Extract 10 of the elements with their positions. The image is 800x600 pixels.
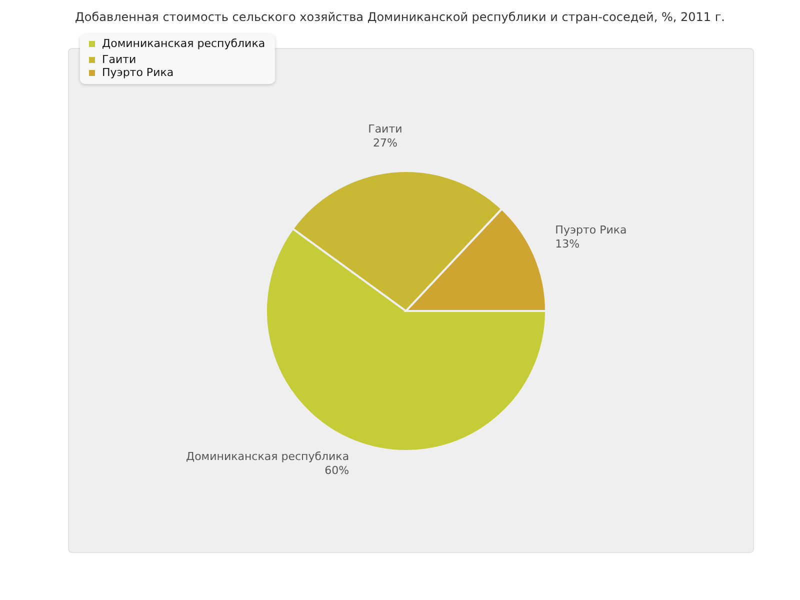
slice-label: Доминиканская республика	[186, 450, 350, 463]
legend-label: Гаити	[102, 53, 136, 66]
data-label: 60%	[324, 464, 350, 477]
chart-title: Добавленная стоимость сельского хозяйства Доминиканской республики и стран-соседей, %, 2011 г.	[74, 10, 726, 24]
legend-label: Доминиканская республика	[102, 37, 266, 50]
slice-label: Пуэрто Рика	[555, 223, 627, 236]
slice-label: Гаити	[368, 122, 402, 136]
data-label: 27%	[372, 136, 398, 150]
data-label: 13%	[555, 237, 580, 250]
legend-label: Пуэрто Рика	[102, 66, 174, 79]
